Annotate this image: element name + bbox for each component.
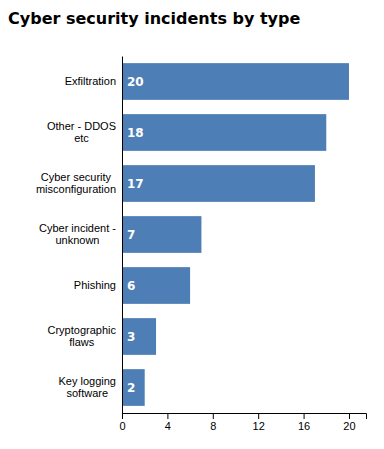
- y-tick-label: Phishing: [74, 279, 116, 291]
- x-tick-label: 20: [343, 420, 355, 432]
- data-labels: 20 18 17 7 6 3 2: [127, 75, 144, 395]
- x-tick-mark: [213, 413, 214, 419]
- y-tick-label-line: Exfiltration: [65, 75, 116, 87]
- y-tick: Other - DDOSetc: [47, 120, 122, 145]
- x-axis-line: [123, 414, 367, 420]
- x-tick-label: 0: [119, 420, 125, 432]
- bar: [122, 165, 315, 202]
- x-axis: 0 4 8 12 16 20: [119, 413, 366, 432]
- y-tick: Cyber securitymisconfiguration: [36, 171, 122, 196]
- data-label: 2: [127, 381, 135, 395]
- y-tick-label: Cryptographicflaws: [48, 324, 117, 349]
- x-tick-label: 8: [210, 420, 216, 432]
- y-tick-label-line: unknown: [55, 234, 99, 246]
- x-tick-label: 16: [298, 420, 310, 432]
- x-tick: 20: [343, 413, 355, 432]
- data-label: 20: [127, 75, 144, 89]
- y-axis: Exfiltration Other - DDOSetc Cyber securit…: [36, 57, 123, 414]
- y-tick-label-line: Cyber security: [41, 171, 112, 183]
- y-axis-line: [122, 57, 123, 414]
- y-tick-label: Key loggingsoftware: [59, 375, 117, 400]
- y-tick-label-line: Key logging: [59, 375, 117, 387]
- y-tick: Phishing: [74, 279, 122, 291]
- x-tick-mark: [167, 413, 168, 419]
- x-tick: 4: [165, 413, 171, 432]
- x-tick-mark: [349, 413, 350, 419]
- y-tick: Cryptographicflaws: [48, 324, 122, 349]
- y-tick-label-line: software: [66, 387, 108, 399]
- bar: [122, 216, 201, 253]
- y-tick-label-line: Cyber incident -: [39, 222, 116, 234]
- data-label: 18: [127, 126, 144, 140]
- y-tick-label: Other - DDOSetc: [47, 120, 116, 145]
- y-tick: Key loggingsoftware: [59, 375, 123, 400]
- x-tick: 12: [253, 413, 265, 432]
- data-label: 6: [127, 279, 135, 293]
- x-tick-mark: [122, 413, 123, 419]
- x-tick-mark: [304, 413, 305, 419]
- bars: [122, 63, 349, 406]
- x-tick-mark: [258, 413, 259, 419]
- y-tick-label: Cyber securitymisconfiguration: [36, 171, 116, 196]
- x-tick-label: 12: [253, 420, 265, 432]
- y-tick-label-line: Phishing: [74, 279, 116, 291]
- x-tick: 16: [298, 413, 310, 432]
- bar: [122, 63, 349, 100]
- y-tick-label-line: Cryptographic: [48, 324, 117, 336]
- chart: Cyber security incidents by type 0 4 8 12 16 2…: [0, 0, 384, 449]
- y-tick-label-line: flaws: [69, 336, 95, 348]
- y-tick-label-line: Other - DDOS: [47, 120, 116, 132]
- x-tick: 0: [119, 413, 125, 432]
- y-tick: Cyber incident -unknown: [39, 222, 122, 247]
- y-tick: Exfiltration: [65, 75, 122, 87]
- bar: [122, 267, 190, 304]
- y-tick-label-line: misconfiguration: [36, 183, 116, 195]
- title: Cyber security incidents by type: [8, 9, 300, 28]
- bar: [122, 318, 156, 355]
- x-tick-label: 4: [165, 420, 171, 432]
- data-label: 7: [127, 228, 135, 242]
- y-tick-label: Cyber incident -unknown: [39, 222, 116, 247]
- data-label: 17: [127, 177, 144, 191]
- y-tick-label: Exfiltration: [65, 75, 116, 87]
- bar: [122, 369, 145, 406]
- x-tick: 8: [210, 413, 216, 432]
- data-label: 3: [127, 330, 135, 344]
- bar: [122, 114, 326, 151]
- plot: 0 4 8 12 16 20 Exfiltration Other - DDOSetc Cybe…: [36, 57, 367, 432]
- y-tick-label-line: etc: [74, 132, 89, 144]
